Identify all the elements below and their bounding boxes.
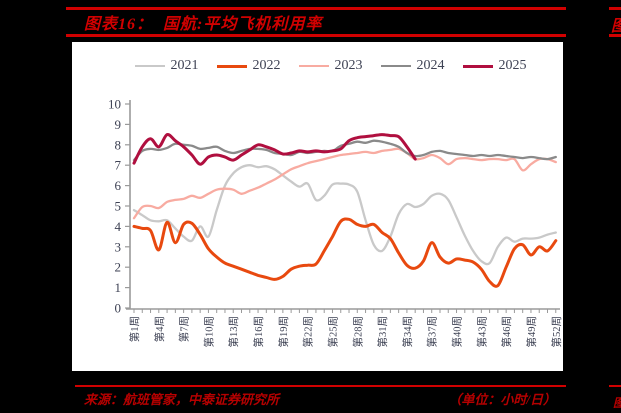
adjacent-title-top-rule-fragment xyxy=(609,7,621,10)
x-tick-label-week-52: 第52周 xyxy=(550,316,563,348)
legend-swatch-2021 xyxy=(134,64,165,68)
x-tick-label-week-43: 第43周 xyxy=(475,316,488,348)
title-bottom-rule xyxy=(66,34,566,37)
legend-item-2021: 2021 xyxy=(134,58,199,74)
series-line-2021 xyxy=(132,164,557,266)
legend-label-2022: 2022 xyxy=(252,58,281,73)
chart-title: 图表16： 国航:平均飞机利用率 xyxy=(84,10,554,34)
chart-title-text: 国航:平均飞机利用率 xyxy=(163,16,323,33)
legend-item-2022: 2022 xyxy=(216,58,281,74)
x-tick-label-week-16: 第16周 xyxy=(252,316,265,348)
y-tick-label-9: 9 xyxy=(115,117,122,132)
x-tick-label-week-46: 第46周 xyxy=(500,316,513,348)
x-tick-label-week-19: 第19周 xyxy=(277,316,290,348)
x-tick-label-week-34: 第34周 xyxy=(401,316,414,348)
legend-item-2023: 2023 xyxy=(298,58,363,74)
chart-legend: 2021 2022 2023 2024 2025 xyxy=(72,58,563,74)
legend-swatch-2025 xyxy=(462,64,493,68)
series-line-2022 xyxy=(132,217,558,288)
adjacent-footer-text-fragment: 图 xyxy=(613,394,621,408)
y-tick-label-0: 0 xyxy=(115,301,122,316)
series-line-2025 xyxy=(132,133,417,166)
y-tick-label-4: 4 xyxy=(115,219,122,234)
adjacent-title-text-fragment: 图 xyxy=(611,12,621,34)
y-tick-label-10: 10 xyxy=(108,97,121,112)
x-tick-label-week-13: 第13周 xyxy=(227,316,240,348)
x-tick-label-week-40: 第40周 xyxy=(451,316,464,348)
x-tick-label-week-22: 第22周 xyxy=(302,316,315,348)
unit-note: （单位：小时/日） xyxy=(448,392,556,407)
x-tick-label-week-7: 第7周 xyxy=(178,316,191,342)
legend-swatch-2024 xyxy=(380,64,411,68)
title-top-rule xyxy=(66,7,566,10)
x-tick-label-week-28: 第28周 xyxy=(351,316,364,348)
x-tick-label-week-1: 第1周 xyxy=(128,316,141,342)
x-tick-label-week-25: 第25周 xyxy=(326,316,339,348)
utilization-line-chart: 0 1 2 3 4 5 6 7 8 9 10 第1周 第4周 第7周 第10周 第13周 第16周 第19周 第22… xyxy=(108,97,563,348)
footer-rule xyxy=(75,385,566,387)
adjacent-footer-rule-fragment xyxy=(609,385,621,387)
y-tick-label-1: 1 xyxy=(115,280,122,295)
y-tick-label-8: 8 xyxy=(115,137,122,152)
legend-item-2024: 2024 xyxy=(380,58,445,74)
legend-swatch-2022 xyxy=(216,64,247,68)
legend-label-2025: 2025 xyxy=(498,58,527,73)
chart-number-label: 图表16： xyxy=(84,16,154,33)
adjacent-title-bottom-rule-fragment xyxy=(609,34,621,37)
y-tick-label-2: 2 xyxy=(115,260,122,275)
x-tick-label-week-31: 第31周 xyxy=(376,316,389,348)
legend-label-2024: 2024 xyxy=(416,58,445,73)
source-note: 来源：航班管家，中泰证券研究所 xyxy=(84,392,280,407)
y-tick-label-5: 5 xyxy=(115,199,122,214)
x-tick-label-week-10: 第10周 xyxy=(202,316,215,348)
x-tick-label-week-49: 第49周 xyxy=(525,316,538,348)
y-tick-label-6: 6 xyxy=(115,178,122,193)
x-tick-label-week-37: 第37周 xyxy=(426,316,439,348)
legend-label-2021: 2021 xyxy=(170,58,199,73)
y-tick-label-3: 3 xyxy=(115,239,122,254)
legend-item-2025: 2025 xyxy=(462,58,527,74)
legend-swatch-2023 xyxy=(298,64,329,68)
y-tick-label-7: 7 xyxy=(115,158,122,173)
legend-label-2023: 2023 xyxy=(334,58,363,73)
x-tick-label-week-4: 第4周 xyxy=(153,316,166,342)
series-line-2023 xyxy=(132,147,557,220)
